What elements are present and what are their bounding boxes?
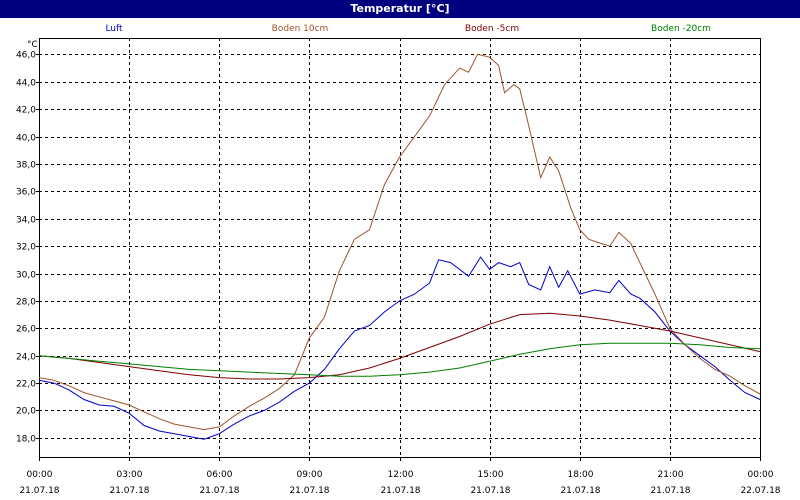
y-tick-label: 42,0: [16, 106, 36, 116]
grid: [39, 38, 760, 457]
y-tick-labels: 46,0 44,0 42,0 40,0 38,0 36,0 34,0 32,0 30,0 28,0…: [16, 51, 36, 445]
x-tick-date: 22.07.18: [740, 486, 780, 496]
x-tick-time: 03:00: [117, 470, 143, 480]
x-tick-date: 21.07.18: [109, 486, 149, 496]
y-tick-label: 26,0: [16, 325, 36, 335]
x-tick-date: 21.07.18: [470, 486, 510, 496]
x-tick-time: 09:00: [297, 470, 323, 480]
y-tick-label: 28,0: [16, 298, 36, 308]
chart-title: Temperatur [°C]: [0, 0, 800, 18]
y-tick-label: 20,0: [16, 407, 36, 417]
y-axis-unit: °C: [27, 40, 38, 50]
x-tick-date: 21.07.18: [289, 486, 329, 496]
legend-item: Boden 10cm: [271, 24, 329, 34]
y-tick-label: 24,0: [16, 353, 36, 363]
y-tick-label: 22,0: [16, 380, 36, 390]
y-tick-label: 40,0: [16, 134, 36, 144]
x-tick-time: 18:00: [568, 470, 594, 480]
series-line-luft: [38, 256, 761, 440]
y-tick-label: 30,0: [16, 271, 36, 281]
x-tick-time: 00:00: [27, 470, 53, 480]
y-tick-label: 46,0: [16, 51, 36, 61]
series-line-boden-5cm: [38, 312, 761, 380]
x-tick-time: 15:00: [478, 470, 504, 480]
legend-item: Luft: [105, 24, 123, 34]
x-tick-time: 00:00: [748, 470, 774, 480]
legend-item: Boden -5cm: [464, 24, 520, 34]
y-tick-label: 36,0: [16, 188, 36, 198]
axes: [36, 38, 761, 461]
x-tick-date: 21.07.18: [650, 486, 690, 496]
x-tick-date: 21.07.18: [19, 486, 59, 496]
y-tick-label: 38,0: [16, 161, 36, 171]
x-tick-date: 21.07.18: [199, 486, 239, 496]
x-tick-time: 12:00: [388, 470, 414, 480]
y-tick-label: 44,0: [16, 79, 36, 89]
series-line-boden-20cm: [38, 342, 761, 377]
y-tick-label: 32,0: [16, 243, 36, 253]
legend-item: Boden -20cm: [651, 24, 711, 34]
series-line-boden-10cm: [38, 53, 761, 431]
x-tick-labels: 00:00 21.07.18 03:00 21.07.18 06:00 21.07.18 0…: [19, 470, 780, 496]
x-tick-time: 06:00: [207, 470, 233, 480]
x-tick-time: 21:00: [658, 470, 684, 480]
series-lines: [38, 53, 761, 440]
plot-frame: [39, 38, 761, 458]
y-tick-label: 18,0: [16, 435, 36, 445]
x-tick-date: 21.07.18: [560, 486, 600, 496]
y-tick-label: 34,0: [16, 216, 36, 226]
x-tick-date: 21.07.18: [380, 486, 420, 496]
